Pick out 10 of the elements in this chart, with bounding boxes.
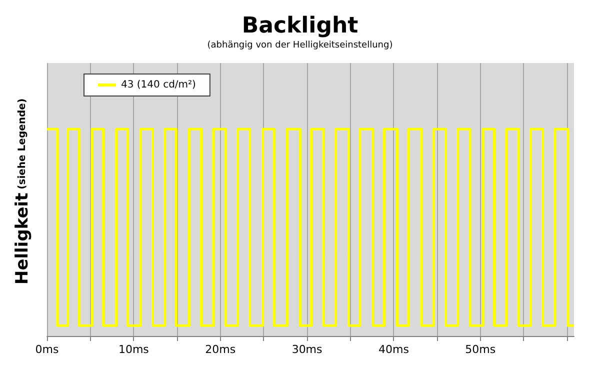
- x-tick-label: 0ms: [35, 343, 59, 356]
- x-tick-label: 40ms: [378, 343, 410, 356]
- x-tick-label: 20ms: [205, 343, 236, 356]
- x-tick-label: 50ms: [465, 343, 496, 356]
- chart-subtitle: (abhängig von der Helligkeitseinstellung): [207, 40, 393, 50]
- legend-label: 43 (140 cd/m²): [121, 80, 196, 90]
- y-axis-title: Helligkeit (siehe Legende): [12, 98, 32, 285]
- x-tick-label: 10ms: [118, 343, 150, 356]
- x-tick-label: 30ms: [292, 343, 323, 356]
- chart-title: Backlight: [242, 14, 359, 38]
